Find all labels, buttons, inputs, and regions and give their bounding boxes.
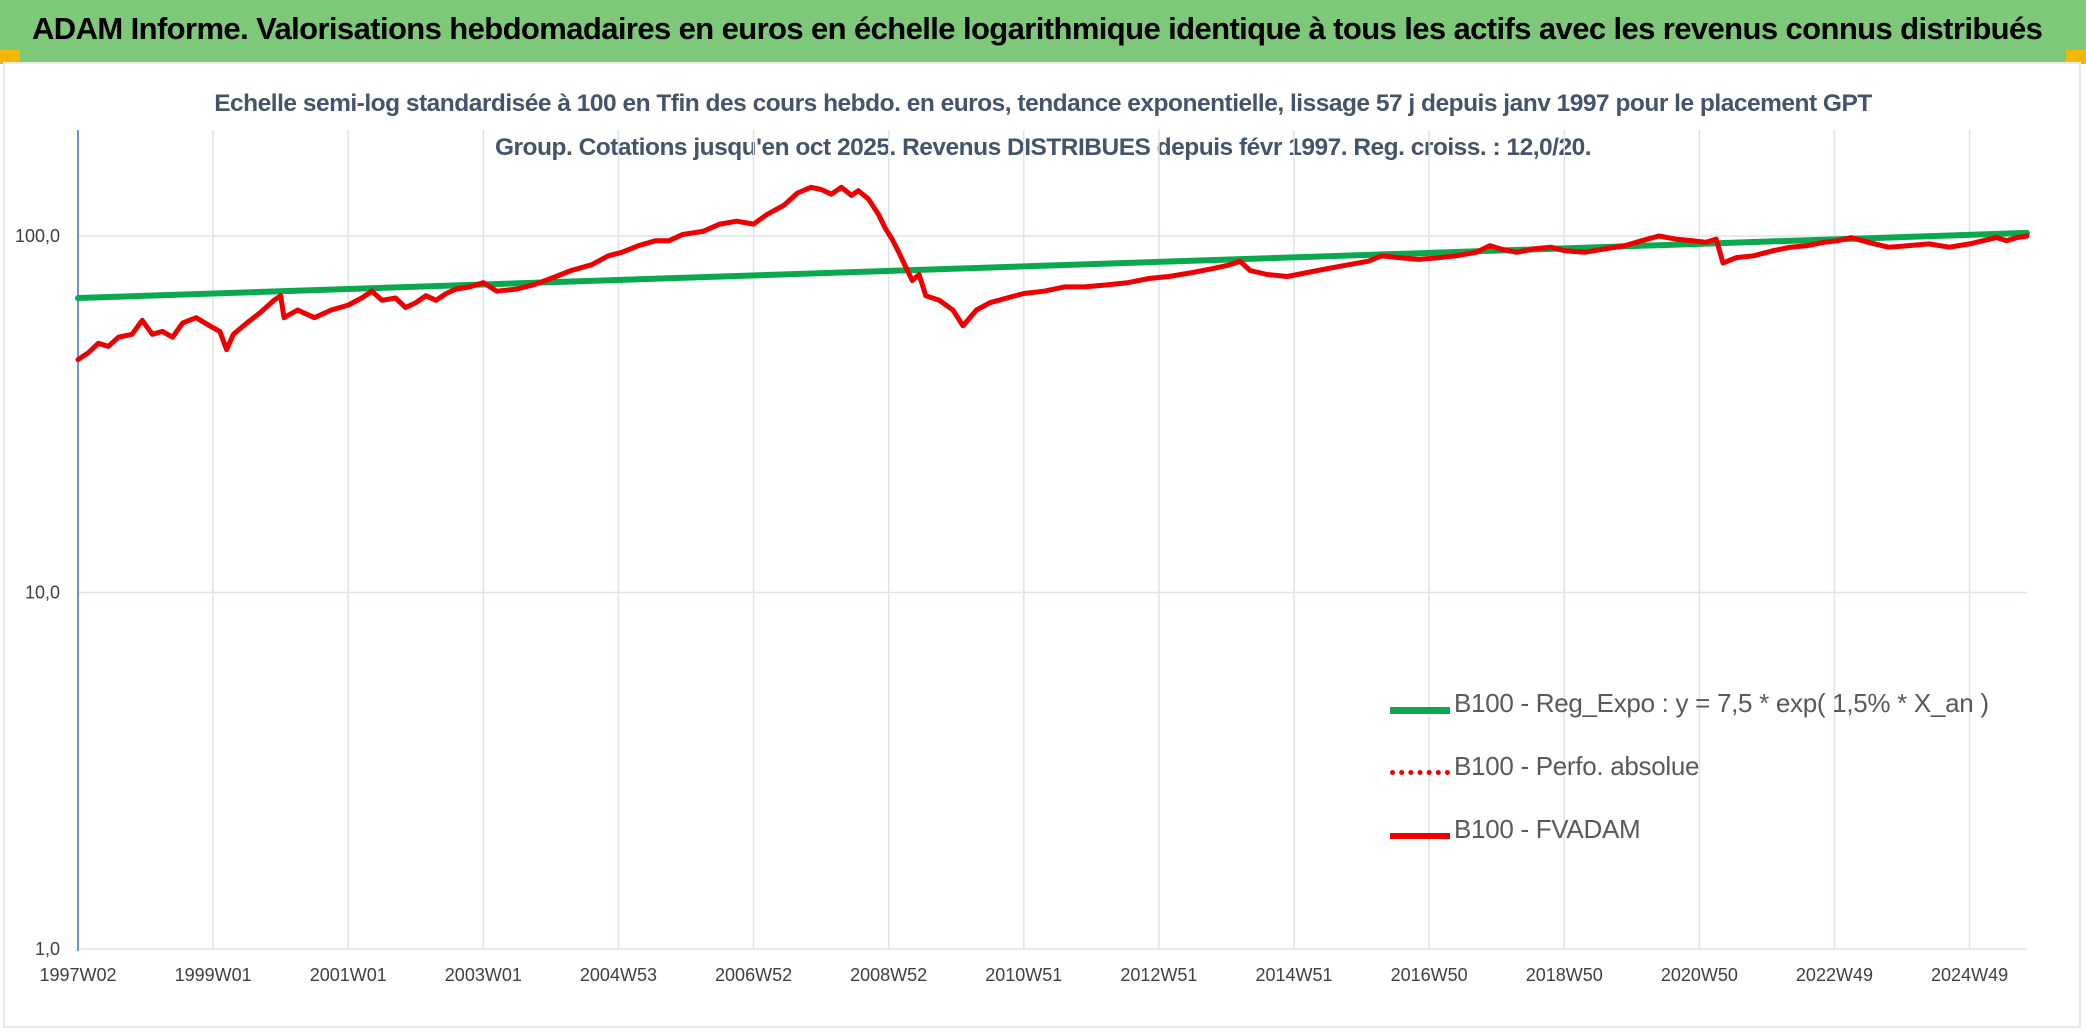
legend-swatch-red-dotted: [1390, 770, 1450, 775]
x-tick-label: 2012W51: [1120, 965, 1197, 985]
x-tick-label: 2018W50: [1526, 965, 1603, 985]
legend-swatch-green-solid: [1390, 707, 1450, 714]
x-tick-label: 2022W49: [1796, 965, 1873, 985]
y-tick-label: 10,0: [25, 583, 60, 603]
legend-label-fvadam: B100 - FVADAM: [1454, 814, 1641, 844]
legend-label-perfo-absolue: B100 - Perfo. absolue: [1454, 751, 1700, 781]
series-lines: [75, 184, 2030, 363]
chart-subtitle: Echelle semi-log standardisée à 100 en T…: [214, 90, 1872, 161]
y-tick-labels: 1,0 10,0 100,0: [15, 226, 60, 959]
x-tick-label: 2020W50: [1661, 965, 1738, 985]
x-tick-label: 2008W52: [850, 965, 927, 985]
legend-swatch-red-solid: [1390, 833, 1450, 839]
legend-label-reg-expo: B100 - Reg_Expo : y = 7,5 * exp( 1,5% * …: [1454, 688, 1989, 718]
report-title: ADAM Informe. Valorisations hebdomadaire…: [32, 11, 2043, 46]
report-header: ADAM Informe. Valorisations hebdomadaire…: [0, 0, 2086, 62]
x-tick-label: 2016W50: [1391, 965, 1468, 985]
x-tick-label: 2001W01: [310, 965, 387, 985]
x-tick-labels: 1997W02 1999W01 2001W01 2003W01 2004W53 2006W…: [39, 965, 2008, 985]
x-tick-label: 1997W02: [39, 965, 116, 985]
x-tick-label: 2014W51: [1255, 965, 1332, 985]
chart-frame: [3, 62, 2081, 1028]
x-tick-label: 2006W52: [715, 965, 792, 985]
x-tick-label: 1999W01: [175, 965, 252, 985]
x-tick-label: 2010W51: [985, 965, 1062, 985]
y-tick-label: 1,0: [35, 939, 60, 959]
corner-marker-left: [0, 50, 20, 64]
series-line-fvadam: [75, 184, 2030, 363]
x-tick-label: 2004W53: [580, 965, 657, 985]
x-tick-label: 2003W01: [445, 965, 522, 985]
grid-lines: [77, 130, 2027, 950]
x-tick-label: 2024W49: [1931, 965, 2008, 985]
corner-marker-right: [2066, 50, 2086, 64]
y-tick-label: 100,0: [15, 226, 60, 246]
